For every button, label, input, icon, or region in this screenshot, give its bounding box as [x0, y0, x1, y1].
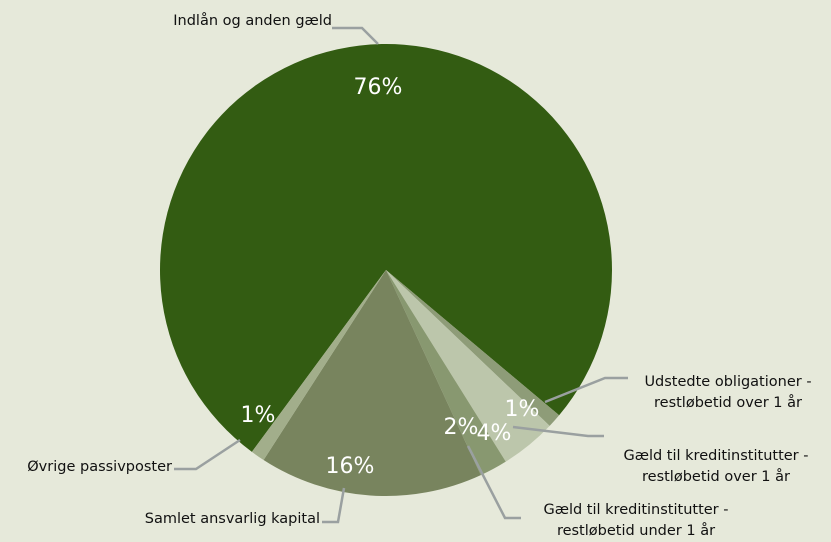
pie-slice — [251, 270, 386, 460]
leader-line — [512, 425, 604, 438]
pie-slice — [386, 270, 560, 426]
category-label: Gæld til kreditinstitutter - restløbetid… — [623, 448, 809, 485]
category-label: Gæld til kreditinstitutter - restløbetid… — [543, 502, 729, 539]
value-label: 2% — [444, 415, 479, 440]
value-label: 4% — [477, 421, 512, 446]
pie-slice — [386, 270, 506, 476]
value-label: 1% — [505, 397, 540, 422]
leader-line — [544, 376, 628, 404]
category-label: Samlet ansvarlig kapital — [144, 511, 320, 527]
leader-line — [174, 438, 241, 471]
pie-slice — [160, 43, 613, 452]
pie-slice — [386, 270, 550, 462]
leader-line — [466, 445, 521, 520]
leader-line — [322, 487, 346, 524]
value-label: 1% — [241, 403, 276, 428]
category-label: Indlån og anden gæld — [173, 13, 332, 29]
leader-line — [332, 26, 379, 45]
category-label: Udstedte obligationer - restløbetid over… — [644, 374, 812, 411]
pie-slice — [263, 270, 481, 496]
value-label: 16% — [326, 454, 375, 479]
value-label: 76% — [354, 75, 403, 100]
category-label: Øvrige passivposter — [27, 459, 172, 475]
